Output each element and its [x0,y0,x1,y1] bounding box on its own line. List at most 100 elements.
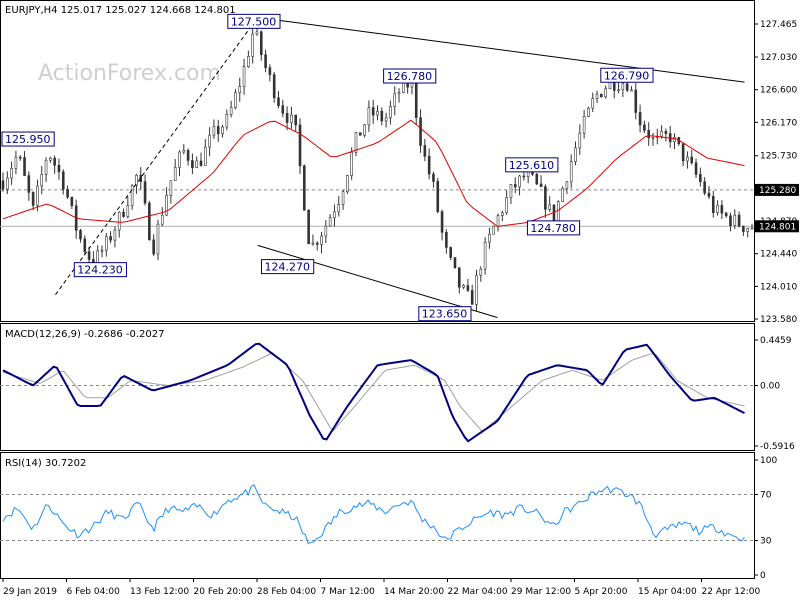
candle-body [711,196,715,213]
candle-body [49,157,52,161]
candle-body [432,173,435,182]
annotation-box [1,131,55,147]
candle-body [294,114,298,126]
candle-body [204,146,207,166]
candle-body [337,204,341,213]
candle-body [724,212,728,217]
candle-body [169,180,173,196]
candle-body [729,215,732,226]
candle-body [83,238,87,252]
candle-body [315,242,319,245]
candle-body [281,105,285,114]
candle-body [518,175,521,188]
candle-body [208,134,211,148]
candle-body [234,92,237,108]
candle-body [690,156,694,164]
candle-body [247,56,250,67]
candle-body [479,268,483,276]
annotation-box [418,306,472,322]
candle-body [651,137,655,139]
candle-body [298,124,302,167]
trendline [257,17,745,83]
candle-body [221,126,224,135]
candle-body [238,86,242,94]
macd-header: MACD(12,26,9) -0.2686 -0.2027 [5,329,165,340]
candle-body [251,33,254,57]
candle-body [470,290,474,305]
candle-body [436,181,440,212]
candle-body [397,92,401,95]
candle-body [634,89,638,113]
macd-panel-frame [0,323,755,451]
candle-body [160,214,164,225]
rsi-panel-frame [0,452,755,579]
candle-body [148,202,151,241]
candle-body [492,226,496,235]
candle-body [311,242,315,245]
candle-body [165,195,168,216]
candle-body [617,89,620,91]
y-tick-label: 123.580 [760,315,797,325]
y-tick-label: 125.730 [760,152,797,162]
candle-body [488,233,491,243]
macd-signal-line [2,352,745,432]
moving-average-line [2,119,745,227]
candle-body [393,93,397,107]
annotation-label: 123.650 [422,308,468,321]
candle-body [53,157,56,166]
candle-body [449,247,452,258]
candle-body [225,114,229,128]
candle-body [694,162,698,175]
annotation-label: 126.780 [387,70,433,83]
candle-body [587,107,590,117]
candle-body [354,132,358,153]
x-tick-label: 14 Mar 20:00 [384,587,444,597]
candle-body [371,107,375,116]
candle-body [61,171,65,190]
x-tick-label: 13 Feb 12:00 [130,587,189,597]
candle-body [423,145,427,157]
candle-body [707,192,711,197]
rsi-y-tick-label: 70 [760,491,772,501]
candle-body [117,211,121,231]
current-price-label-box [755,220,799,233]
candle-body [143,181,147,204]
annotation-box [73,262,127,278]
candle-body [720,205,724,214]
candle-body [380,110,384,122]
candle-body [733,214,737,226]
candle-body [466,285,470,291]
level-price-label: 125.280 [759,186,796,196]
candle-body [621,83,625,90]
candle-body [191,160,194,168]
candle-body [544,186,547,210]
annotation-box [505,157,559,173]
candle-body [522,175,526,178]
candle-body [152,239,155,255]
candle-body [79,230,82,240]
candle-body [303,165,306,211]
annotation-label: 124.270 [265,261,311,274]
candle-body [229,107,233,115]
candle-body [625,83,629,91]
candle-body [367,107,371,126]
candle-body [328,217,332,227]
candle-body [513,184,517,188]
candle-body [14,156,18,169]
candle-body [643,124,646,131]
candle-body [716,205,719,213]
x-tick-label: 22 Mar 04:00 [448,587,508,597]
candle-body [664,131,668,134]
candle-body [113,229,117,241]
candle-body [638,112,642,126]
candle-body [595,93,599,99]
candle-body [453,257,457,268]
candle-body [199,160,203,166]
candle-body [105,236,108,251]
annotation-box [227,13,281,29]
candle-body [57,164,61,173]
candle-body [18,156,22,159]
level-price-label-box [755,183,799,196]
candle-body [475,274,478,305]
